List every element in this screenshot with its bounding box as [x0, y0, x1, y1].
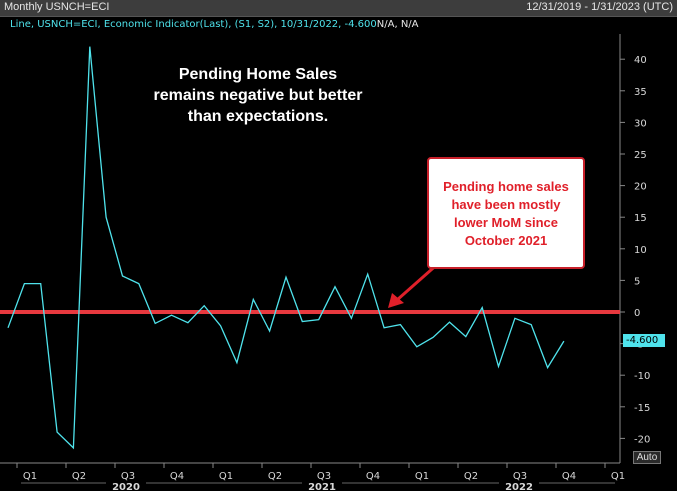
auto-scale-button[interactable]: Auto	[633, 451, 661, 464]
x-axis: Q1 Q2 Q3 Q4 Q1 Q2 Q3 Q4 Q1 Q2 Q3 Q4 Q1 2020 2021 2022	[0, 462, 625, 491]
y-tick-label: -15	[634, 403, 650, 414]
y-tick-label: 35	[634, 87, 647, 98]
callout-line-4: October 2021	[464, 233, 548, 248]
y-tick-label: 10	[634, 245, 647, 256]
x-tick-label: Q3	[121, 471, 135, 482]
x-tick-label: Q3	[513, 471, 527, 482]
series-line-usnch	[7, 46, 565, 450]
y-tick-label: -10	[634, 371, 650, 382]
x-tick-label: Q4	[366, 471, 380, 482]
x-year-label: 2020	[112, 482, 140, 491]
headline-line-1: Pending Home Sales	[178, 66, 338, 83]
legend-suffix: N/A, N/A	[376, 19, 419, 30]
arrow-head	[388, 293, 404, 308]
window-title-bar: Monthly USNCH=ECI 12/31/2019 - 1/31/2023…	[0, 0, 677, 17]
legend-text: Line, USNCH=ECI, Economic Indicator(Last…	[10, 19, 377, 30]
last-value-badge: -4.600	[623, 334, 665, 347]
y-tick-label: 5	[634, 276, 640, 287]
callout-line-3: lower MoM since	[453, 215, 559, 230]
headline-line-2: remains negative but better	[153, 87, 363, 104]
x-tick-label: Q2	[72, 471, 86, 482]
callout-line-1: Pending home sales	[443, 179, 569, 194]
y-tick-label: 20	[634, 182, 647, 193]
headline-annotation: Pending Home Sales remains negative but …	[118, 64, 398, 127]
x-tick-label: Q4	[170, 471, 184, 482]
x-year-label: 2021	[308, 482, 336, 491]
callout-text: Pending home sales have been mostly lowe…	[427, 178, 585, 250]
series-legend: Line, USNCH=ECI, Economic Indicator(Last…	[10, 19, 419, 30]
y-tick-label: 30	[634, 118, 647, 129]
x-tick-label: Q1	[415, 471, 429, 482]
y-tick-label: 0	[634, 308, 640, 319]
callout-line-2: have been mostly	[451, 197, 561, 212]
x-tick-label: Q1	[23, 471, 37, 482]
date-range: 12/31/2019 - 1/31/2023 (UTC)	[526, 1, 673, 13]
y-tick-label: -20	[634, 434, 650, 445]
x-year-label: 2022	[505, 482, 533, 491]
y-tick-label: 25	[634, 150, 647, 161]
x-tick-label: Q4	[562, 471, 576, 482]
y-tick-label: 40	[634, 55, 647, 66]
x-tick-label: Q1	[611, 471, 625, 482]
callout-box	[427, 157, 585, 269]
headline-line-3: than expectations.	[187, 108, 329, 125]
x-tick-label: Q2	[464, 471, 478, 482]
y-tick-label: 15	[634, 213, 647, 224]
x-tick-label: Q1	[219, 471, 233, 482]
x-tick-label: Q2	[268, 471, 282, 482]
x-tick-label: Q3	[317, 471, 331, 482]
chart-title: Monthly USNCH=ECI	[4, 1, 110, 13]
